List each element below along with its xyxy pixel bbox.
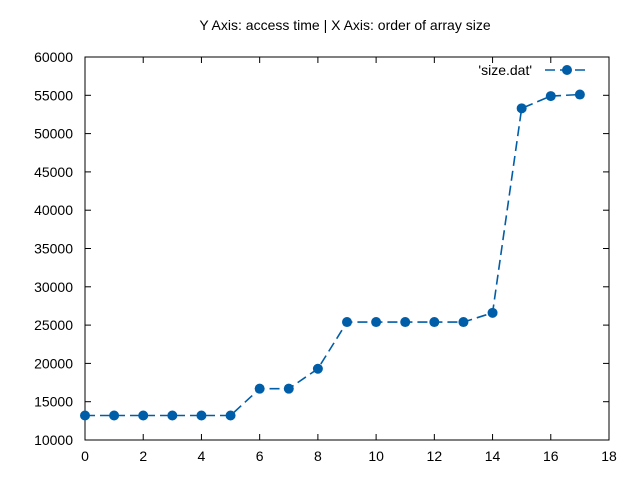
data-point: [458, 317, 469, 328]
legend-label: 'size.dat': [478, 62, 532, 78]
x-tick-label: 12: [427, 448, 443, 464]
y-tick-label: 10000: [34, 432, 73, 448]
y-tick-label: 50000: [34, 126, 73, 142]
x-tick-label: 10: [368, 448, 384, 464]
x-tick-label: 18: [601, 448, 617, 464]
y-tick-label: 35000: [34, 241, 73, 257]
y-tick-label: 30000: [34, 279, 73, 295]
series-layer: [80, 89, 585, 421]
data-point: [312, 363, 323, 374]
data-point: [487, 307, 498, 318]
x-tick-label: 14: [485, 448, 501, 464]
x-tick-label: 2: [139, 448, 147, 464]
y-tick-label: 55000: [34, 87, 73, 103]
data-point: [545, 91, 556, 102]
y-tick-label: 25000: [34, 317, 73, 333]
data-point: [109, 410, 120, 421]
y-tick-label: 40000: [34, 202, 73, 218]
data-point: [225, 410, 236, 421]
data-point: [574, 89, 585, 100]
data-point: [429, 317, 440, 328]
legend-marker: [562, 65, 572, 75]
series-line: [85, 93, 580, 417]
data-point: [283, 383, 294, 394]
y-tick-label: 20000: [34, 355, 73, 371]
data-point: [342, 317, 352, 328]
data-point: [167, 410, 178, 421]
data-point: [371, 317, 382, 328]
plot-frame: [84, 56, 610, 441]
data-point: [400, 317, 411, 328]
x-tick-label: 16: [543, 448, 559, 464]
data-point: [254, 383, 265, 394]
data-point: [196, 410, 207, 421]
data-point: [80, 410, 90, 421]
chart-title: Y Axis: access time | X Axis: order of a…: [199, 17, 490, 33]
data-point: [138, 410, 149, 421]
y-tick-label: 15000: [34, 394, 73, 410]
data-point: [516, 103, 527, 114]
x-tick-label: 4: [198, 448, 206, 464]
legend: 'size.dat': [478, 62, 590, 78]
axes: 0 2 4 6 8 10 12 14 16 18 10000 15000 20000 25000 30000…: [34, 49, 617, 464]
x-tick-label: 8: [314, 448, 322, 464]
y-tick-label: 60000: [34, 49, 73, 65]
y-tick-label: 45000: [34, 164, 73, 180]
x-tick-label: 0: [81, 448, 89, 464]
x-tick-label: 6: [256, 448, 264, 464]
